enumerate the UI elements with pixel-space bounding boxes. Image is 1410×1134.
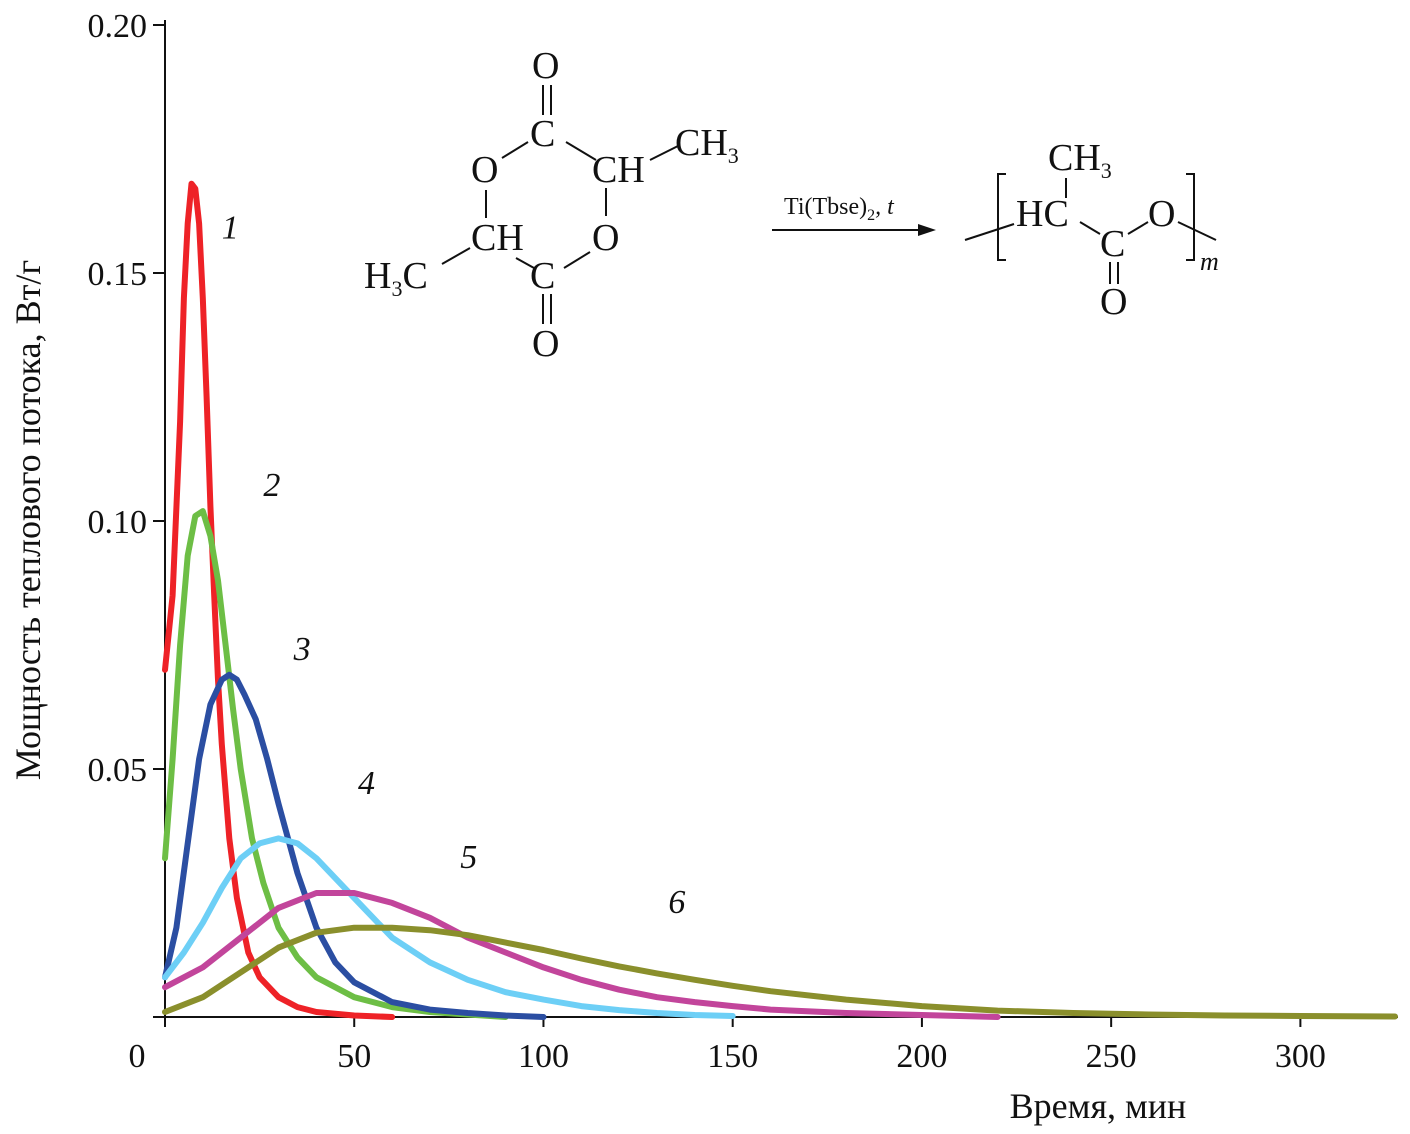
catalyst-label: Ti(Tbse)2, t xyxy=(784,194,895,224)
y-tick-label: 0.15 xyxy=(88,256,148,293)
series-line-3 xyxy=(162,671,547,1020)
bond xyxy=(1177,221,1217,241)
lactide-ch-right: CH xyxy=(592,149,645,191)
x-axis-label: Время, мин xyxy=(1010,1086,1187,1126)
polymer-o-bottom: O xyxy=(1100,281,1127,323)
lactide-o-top: O xyxy=(532,45,559,87)
bond xyxy=(964,223,1015,241)
reaction-arrowhead xyxy=(918,224,936,236)
bond xyxy=(501,141,529,159)
polymer-o: O xyxy=(1148,193,1175,235)
polymer-m: m xyxy=(1200,247,1219,276)
series-line-2 xyxy=(162,508,509,1020)
lactide-ch3-right: CH3 xyxy=(675,122,739,168)
lactide-o-right: O xyxy=(592,217,619,259)
lactide-o-bottom: O xyxy=(532,323,559,365)
series-line-1 xyxy=(162,180,396,1020)
bond xyxy=(515,257,535,269)
series-line-6 xyxy=(162,924,1398,1020)
curve-label-5: 5 xyxy=(460,839,477,876)
bond xyxy=(565,141,597,161)
y-tick-label: 0.10 xyxy=(88,504,148,541)
x-tick-label: 50 xyxy=(337,1038,371,1075)
x-tick-label: 200 xyxy=(896,1038,947,1075)
series-line-4 xyxy=(162,835,736,1019)
curves xyxy=(162,180,1398,1020)
lactide-h3c: H3C xyxy=(364,255,428,301)
lactide-ch-left: CH xyxy=(471,217,524,259)
bond xyxy=(441,247,471,265)
reaction-scheme: O C CH CH3 O CH O H3C C O Ti(Tbse)2, t C… xyxy=(364,45,1219,365)
curve-label-2: 2 xyxy=(263,467,280,504)
polymer-hc: HC xyxy=(1016,193,1069,235)
curve-label-3: 3 xyxy=(293,631,311,668)
left-bracket xyxy=(997,173,1006,261)
x-tick-label: 150 xyxy=(707,1038,758,1075)
bond xyxy=(563,251,591,269)
axes xyxy=(153,20,1398,1018)
bond xyxy=(649,145,679,161)
lactide-o-left: O xyxy=(471,149,498,191)
bond xyxy=(1127,221,1149,235)
curve-label-6: 6 xyxy=(668,884,685,921)
polymer-c: C xyxy=(1100,223,1125,265)
x-tick-label: 100 xyxy=(518,1038,569,1075)
lactide-c-bottom: C xyxy=(530,255,555,297)
y-tick-label: 0.05 xyxy=(88,752,148,789)
series-line-5 xyxy=(162,890,1001,1020)
y-tick-label: 0.20 xyxy=(88,8,148,45)
curve-label-1: 1 xyxy=(222,209,239,246)
x-tick-label: 300 xyxy=(1275,1038,1326,1075)
x-tick-label: 250 xyxy=(1086,1038,1137,1075)
right-bracket xyxy=(1186,173,1195,261)
curve-labels: 1 2 3 4 5 6 xyxy=(222,209,686,921)
ticks: 0 50 100 150 200 250 300 0.05 0.10 0.15 0.20 xyxy=(88,8,1326,1075)
lactide-c-top: C xyxy=(530,113,555,155)
x-tick-label: 0 xyxy=(129,1038,146,1075)
bond xyxy=(1079,221,1101,235)
curve-label-4: 4 xyxy=(358,765,375,802)
y-axis-label: Мощность теплового потока, Вт/г xyxy=(8,260,48,780)
polymer-ch3: CH3 xyxy=(1048,137,1112,183)
